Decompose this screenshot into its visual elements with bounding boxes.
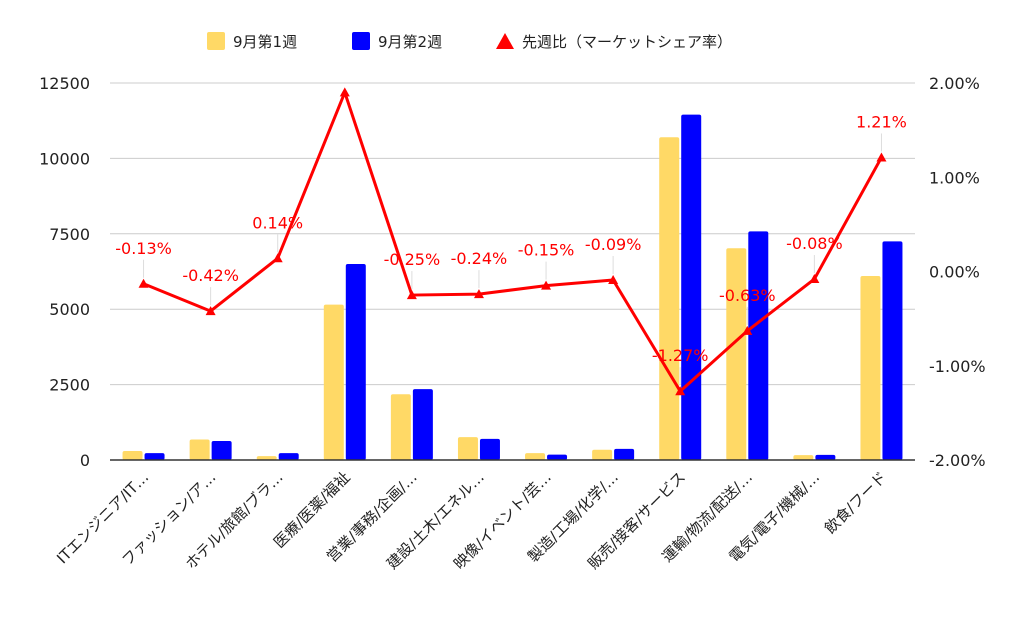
bar-week2 bbox=[412, 389, 433, 460]
bar-week1 bbox=[457, 437, 478, 460]
bar-week2 bbox=[547, 454, 568, 460]
bar-week1 bbox=[726, 248, 747, 460]
legend-label: 9月第1週 bbox=[233, 33, 297, 51]
data-label: -0.13% bbox=[115, 239, 172, 258]
bar-week2 bbox=[211, 440, 232, 460]
y-left-tick-label: 5000 bbox=[49, 300, 90, 319]
data-label: -1.27% bbox=[652, 346, 709, 365]
y-left-tick-label: 0 bbox=[80, 451, 90, 470]
legend: 9月第1週 9月第2週 先週比（マーケットシェア率） bbox=[207, 32, 732, 51]
legend-swatch bbox=[496, 33, 514, 49]
y-right-tick-label: 0.00% bbox=[929, 263, 980, 282]
line-path bbox=[142, 90, 883, 393]
legend-swatch bbox=[207, 32, 225, 50]
bar-week2 bbox=[681, 114, 702, 460]
y-left-tick-label: 12500 bbox=[39, 74, 90, 93]
bar-week2 bbox=[345, 263, 366, 460]
y-right-tick-label: 2.00% bbox=[929, 74, 980, 93]
line-point bbox=[541, 280, 552, 290]
bar-week2 bbox=[278, 453, 299, 460]
line-series bbox=[138, 87, 887, 396]
legend-label: 先週比（マーケットシェア率） bbox=[522, 33, 732, 51]
data-label: -0.09% bbox=[585, 235, 642, 254]
bar-week1 bbox=[256, 456, 277, 460]
bar-week1 bbox=[592, 449, 613, 460]
bar-week1 bbox=[323, 304, 344, 460]
line-point bbox=[406, 290, 417, 300]
data-label: -0.42% bbox=[182, 266, 239, 285]
bar-week1 bbox=[659, 137, 680, 460]
data-label: 1.21% bbox=[856, 112, 907, 131]
bar-week1 bbox=[122, 450, 143, 460]
data-label: -0.15% bbox=[518, 241, 575, 260]
bar-week1 bbox=[390, 394, 411, 460]
line-point bbox=[138, 278, 149, 288]
line-point bbox=[473, 289, 484, 299]
legend-label: 9月第2週 bbox=[378, 33, 442, 51]
legend-swatch bbox=[352, 32, 370, 50]
bar-week2 bbox=[748, 231, 769, 460]
data-label: 0.14% bbox=[252, 213, 303, 232]
data-label: -0.63% bbox=[719, 286, 776, 305]
y-right-tick-label: -2.00% bbox=[929, 451, 986, 470]
bar-week2 bbox=[882, 241, 903, 460]
y-right-tick-label: -1.00% bbox=[929, 357, 986, 376]
line-point bbox=[742, 325, 753, 335]
bar-week2 bbox=[815, 454, 836, 460]
y-left-tick-label: 7500 bbox=[49, 225, 90, 244]
y-left-tick-label: 10000 bbox=[39, 149, 90, 168]
y-right-tick-label: 1.00% bbox=[929, 168, 980, 187]
bar-week2 bbox=[479, 438, 500, 460]
grid bbox=[110, 82, 915, 386]
bars bbox=[122, 114, 903, 460]
data-label: -0.24% bbox=[451, 249, 508, 268]
bar-week2 bbox=[144, 453, 165, 460]
line-point bbox=[608, 274, 619, 284]
line-point bbox=[339, 87, 350, 97]
line-point bbox=[675, 386, 686, 396]
line-point bbox=[272, 253, 283, 263]
category-label: 飲食/フード bbox=[821, 468, 890, 537]
line-point bbox=[205, 306, 216, 316]
data-label: -0.08% bbox=[786, 234, 843, 253]
bar-week2 bbox=[614, 448, 635, 460]
bar-week1 bbox=[860, 276, 881, 460]
line-point bbox=[809, 274, 820, 284]
bar-week1 bbox=[525, 453, 546, 460]
bar-week1 bbox=[793, 455, 814, 460]
bar-week1 bbox=[189, 439, 210, 460]
labels: -0.13% -0.42% 0.14% -0.25% -0.24% -0.15% -0.09… bbox=[115, 112, 907, 386]
axes: 0 2500 5000 7500 10000 12500 -2.00% -1.00% 0.00%… bbox=[39, 74, 986, 573]
data-label: -0.25% bbox=[384, 250, 441, 269]
line-point bbox=[876, 152, 887, 162]
y-left-tick-label: 2500 bbox=[49, 376, 90, 395]
